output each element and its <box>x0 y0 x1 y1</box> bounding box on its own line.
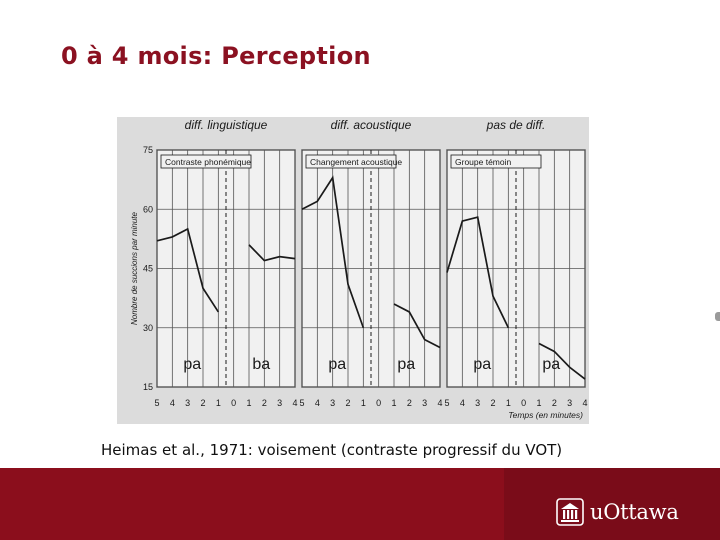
x-tick-label: 3 <box>475 398 480 408</box>
syllable-after-label: ba <box>252 356 270 373</box>
series-line-after <box>393 303 441 349</box>
series-line-after <box>248 244 296 262</box>
x-tick-label: 1 <box>536 398 541 408</box>
x-tick-label: 0 <box>376 398 381 408</box>
x-tick-label: 4 <box>437 398 442 408</box>
x-tick-label: 5 <box>299 398 304 408</box>
x-tick-label: 2 <box>407 398 412 408</box>
x-tick-label: 1 <box>246 398 251 408</box>
x-tick-label: 4 <box>170 398 175 408</box>
x-tick-label: 4 <box>582 398 587 408</box>
y-tick-label: 30 <box>143 323 153 333</box>
x-tick-label: 2 <box>345 398 350 408</box>
x-tick-label: 0 <box>231 398 236 408</box>
x-tick-label: 3 <box>330 398 335 408</box>
slide-title: 0 à 4 mois: Perception <box>61 42 371 70</box>
x-tick-label: 3 <box>277 398 282 408</box>
series-line-after <box>538 342 586 380</box>
panel-condition-label: Changement acoustique <box>310 157 402 167</box>
chart-panel-2: diff. acoustique Changement acoustique pa p… <box>299 118 442 408</box>
y-tick-label: 75 <box>143 145 153 155</box>
x-tick-label: 0 <box>521 398 526 408</box>
x-tick-label: 4 <box>460 398 465 408</box>
x-tick-label: 3 <box>567 398 572 408</box>
syllable-after-label: pa <box>542 356 560 373</box>
x-tick-label: 4 <box>315 398 320 408</box>
x-tick-label: 2 <box>552 398 557 408</box>
panel-label-box <box>305 154 397 169</box>
series-line-before <box>156 227 220 313</box>
x-tick-label: 2 <box>490 398 495 408</box>
x-tick-label: 1 <box>391 398 396 408</box>
x-tick-label: 3 <box>185 398 190 408</box>
logo-text: uOttawa <box>590 500 679 524</box>
syllable-before-label: pa <box>473 356 491 373</box>
side-marker <box>715 312 720 321</box>
x-tick-label: 3 <box>422 398 427 408</box>
y-axis-label: Nombre de succions par minute <box>130 211 139 324</box>
perception-chart: Nombre de succions par minute1530456075d… <box>117 117 589 424</box>
panel-header: diff. acoustique <box>331 118 412 132</box>
figure-caption: Heimas et al., 1971: voisement (contrast… <box>101 441 563 459</box>
x-tick-label: 2 <box>262 398 267 408</box>
syllable-after-label: pa <box>397 356 415 373</box>
footer-bar <box>0 468 720 540</box>
x-tick-label: 4 <box>292 398 297 408</box>
x-tick-label: 5 <box>444 398 449 408</box>
panel-condition-label: Contraste phonémique <box>165 157 251 167</box>
series-line-before <box>446 216 510 329</box>
x-axis-label: Temps (en minutes) <box>508 410 583 420</box>
panel-header: diff. linguistique <box>185 118 268 132</box>
x-tick-label: 5 <box>154 398 159 408</box>
y-tick-label: 15 <box>143 382 153 392</box>
panel-header: pas de diff. <box>486 118 546 132</box>
building-icon <box>556 498 584 526</box>
figure: Nombre de succions par minute 15 30 45 60 75 d… <box>117 117 589 424</box>
x-tick-label: 2 <box>200 398 205 408</box>
panel-condition-label: Groupe témoin <box>455 157 511 167</box>
syllable-before-label: pa <box>183 356 201 373</box>
panel-label-box <box>450 154 542 169</box>
syllable-before-label: pa <box>328 356 346 373</box>
university-logo[interactable]: uOttawa <box>556 498 679 526</box>
x-tick-label: 1 <box>506 398 511 408</box>
series-line-before <box>301 175 365 329</box>
y-tick-label: 60 <box>143 204 153 214</box>
footer-logo-panel <box>504 468 720 540</box>
x-tick-label: 1 <box>361 398 366 408</box>
chart-panel-1: diff. linguistique Contraste phonémique pa… <box>154 118 297 408</box>
y-tick-label: 45 <box>143 264 153 274</box>
x-tick-label: 1 <box>216 398 221 408</box>
panel-label-box <box>160 154 252 169</box>
